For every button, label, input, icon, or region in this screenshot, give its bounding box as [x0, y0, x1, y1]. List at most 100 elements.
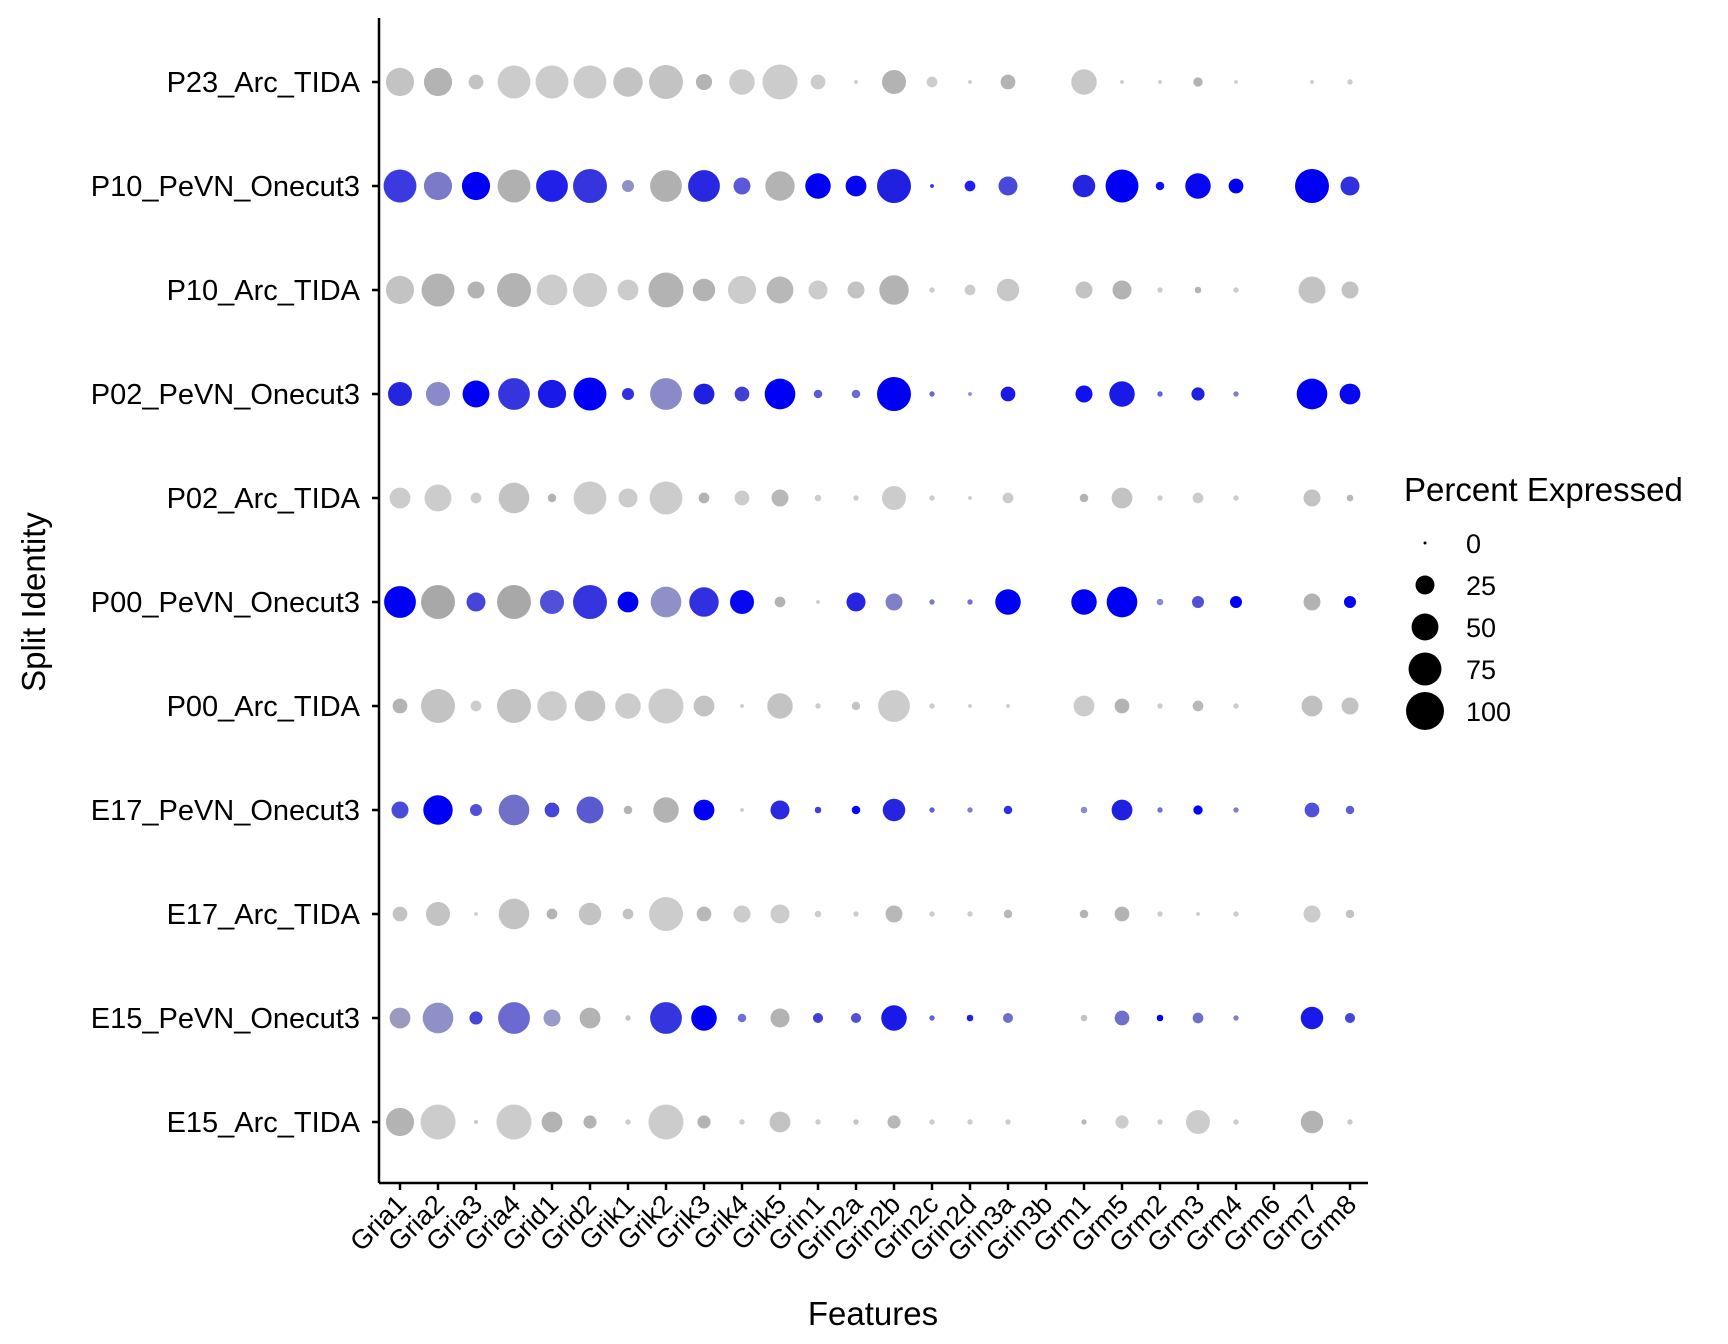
dot-E15_Arc_TIDA-Grik5	[769, 1111, 791, 1133]
dot-P02_PeVN_Onecut3-Grik5	[764, 378, 796, 410]
dot-P00_PeVN_Onecut3-Grm3	[1191, 595, 1205, 609]
dot-E17_Arc_TIDA-Gria3	[474, 912, 478, 916]
dot-P00_Arc_TIDA-Grm1	[1073, 695, 1095, 717]
dot-P10_Arc_TIDA-Gria2	[421, 273, 455, 307]
dot-P23_Arc_TIDA-Gria4	[497, 65, 531, 99]
dot-P23_Arc_TIDA-Grm8	[1347, 79, 1353, 85]
dot-E17_Arc_TIDA-Grin2a	[853, 911, 859, 917]
y-tick-label: E15_PeVN_Onecut3	[91, 1003, 360, 1035]
dot-P00_PeVN_Onecut3-Grin1	[816, 600, 820, 604]
dot-P23_Arc_TIDA-Grik3	[695, 73, 713, 91]
dot-P10_PeVN_Onecut3-Grin2a	[845, 175, 867, 197]
dot-P10_Arc_TIDA-Gria4	[497, 273, 531, 307]
dot-E15_PeVN_Onecut3-Gria1	[389, 1007, 411, 1029]
dot-E15_PeVN_Onecut3-Grm5	[1114, 1010, 1130, 1026]
dot-P02_Arc_TIDA-Grm2	[1157, 495, 1163, 501]
dot-P10_PeVN_Onecut3-Gria1	[383, 169, 417, 203]
dot-P23_Arc_TIDA-Gria1	[385, 67, 415, 97]
dot-P02_Arc_TIDA-Grin2c	[929, 495, 935, 501]
dot-P10_PeVN_Onecut3-Gria4	[497, 169, 531, 203]
dot-E17_PeVN_Onecut3-Grik3	[693, 799, 715, 821]
dot-P23_Arc_TIDA-Gria3	[468, 74, 484, 90]
legend-dot	[1415, 575, 1435, 595]
dot-P10_Arc_TIDA-Grm7	[1298, 276, 1326, 304]
y-tick-label: E17_PeVN_Onecut3	[91, 795, 360, 827]
dot-E17_PeVN_Onecut3-Grik1	[623, 805, 633, 815]
dot-P00_Arc_TIDA-Grik1	[615, 693, 641, 719]
dot-E17_PeVN_Onecut3-Grm7	[1304, 802, 1320, 818]
dot-P00_Arc_TIDA-Gria4	[497, 689, 531, 723]
dot-E17_Arc_TIDA-Grin1	[814, 910, 822, 918]
dot-E15_PeVN_Onecut3-Gria2	[422, 1002, 454, 1034]
dot-P02_Arc_TIDA-Grin2a	[853, 495, 859, 501]
dot-P00_Arc_TIDA-Grid2	[574, 690, 606, 722]
dot-E17_PeVN_Onecut3-Grid2	[576, 796, 604, 824]
dot-E15_PeVN_Onecut3-Grin1	[812, 1012, 824, 1024]
dot-E15_Arc_TIDA-Grik1	[625, 1119, 631, 1125]
dot-P00_PeVN_Onecut3-Gria2	[421, 585, 455, 619]
dot-P23_Arc_TIDA-Grm4	[1234, 80, 1238, 84]
dot-P00_Arc_TIDA-Grik4	[740, 704, 744, 708]
dot-E15_PeVN_Onecut3-Gria4	[498, 1002, 530, 1034]
dot-P00_Arc_TIDA-Grin1	[815, 703, 821, 709]
dot-P02_PeVN_Onecut3-Gria1	[387, 381, 413, 407]
dot-E17_PeVN_Onecut3-Grid1	[544, 802, 560, 818]
dot-E17_PeVN_Onecut3-Grin2a	[851, 805, 861, 815]
legend-dot	[1423, 541, 1427, 545]
dot-P23_Arc_TIDA-Grin1	[810, 74, 826, 90]
legend-dot	[1411, 613, 1439, 641]
dot-P02_Arc_TIDA-Grik5	[771, 489, 789, 507]
dot-E17_PeVN_Onecut3-Grin3a	[1003, 805, 1013, 815]
dot-P02_Arc_TIDA-Grm4	[1233, 495, 1239, 501]
dot-P23_Arc_TIDA-Grin2a	[854, 80, 858, 84]
dot-P23_Arc_TIDA-Grik2	[649, 65, 683, 99]
dot-E17_PeVN_Onecut3-Grm5	[1111, 799, 1133, 821]
dot-P02_Arc_TIDA-Grik1	[618, 488, 638, 508]
dot-P00_Arc_TIDA-Grin3a	[1006, 704, 1010, 708]
dot-P23_Arc_TIDA-Grid2	[573, 65, 607, 99]
dot-P10_Arc_TIDA-Grin1	[808, 280, 828, 300]
dot-P02_Arc_TIDA-Grin3a	[1002, 492, 1014, 504]
dot-E15_Arc_TIDA-Grik3	[697, 1115, 711, 1129]
x-tick-layer: Gria1Gria2Gria3Gria4Grid1Grid2Grik1Grik2…	[344, 1183, 1362, 1268]
dot-E17_Arc_TIDA-Grik5	[770, 904, 790, 924]
y-tick-label: P02_PeVN_Onecut3	[91, 379, 360, 411]
dot-P02_PeVN_Onecut3-Grik3	[693, 383, 715, 405]
dot-E15_Arc_TIDA-Grin3a	[1005, 1119, 1011, 1125]
dot-P00_Arc_TIDA-Grik2	[648, 688, 684, 724]
y-tick-label: E17_Arc_TIDA	[167, 899, 361, 931]
dot-E17_PeVN_Onecut3-Grin2c	[929, 807, 935, 813]
dot-E15_PeVN_Onecut3-Grid1	[543, 1009, 561, 1027]
dot-P00_PeVN_Onecut3-Gria4	[497, 585, 531, 619]
dot-E15_PeVN_Onecut3-Grin2d	[966, 1014, 974, 1022]
dot-E15_PeVN_Onecut3-Grin2a	[850, 1012, 862, 1024]
y-tick-label: P00_Arc_TIDA	[167, 691, 361, 723]
dot-P23_Arc_TIDA-Grik1	[613, 67, 643, 97]
dot-E15_Arc_TIDA-Grin1	[815, 1119, 821, 1125]
dot-E17_Arc_TIDA-Grik1	[622, 908, 634, 920]
dot-E15_Arc_TIDA-Grm4	[1233, 1119, 1239, 1125]
dot-P02_PeVN_Onecut3-Grm8	[1339, 383, 1361, 405]
dot-P00_Arc_TIDA-Gria2	[421, 689, 455, 723]
dot-P02_Arc_TIDA-Gria1	[389, 487, 411, 509]
dot-E17_Arc_TIDA-Grm8	[1345, 909, 1355, 919]
dot-P02_Arc_TIDA-Grin2b	[881, 485, 907, 511]
y-tick-label: E15_Arc_TIDA	[167, 1107, 361, 1139]
dot-P02_PeVN_Onecut3-Grm1	[1075, 385, 1093, 403]
dot-P00_PeVN_Onecut3-Gria3	[466, 592, 486, 612]
dot-P23_Arc_TIDA-Grin2d	[968, 80, 972, 84]
dot-E17_Arc_TIDA-Gria1	[392, 906, 408, 922]
dot-E17_Arc_TIDA-Gria4	[498, 898, 530, 930]
dot-P10_Arc_TIDA-Grm4	[1233, 287, 1239, 293]
dot-P00_PeVN_Onecut3-Grid1	[539, 589, 565, 615]
dot-P02_Arc_TIDA-Gria2	[424, 484, 452, 512]
dot-E15_PeVN_Onecut3-Grm1	[1080, 1014, 1088, 1022]
dot-P02_PeVN_Onecut3-Grin3a	[1000, 386, 1016, 402]
dot-P02_Arc_TIDA-Grin1	[814, 494, 822, 502]
dot-E15_PeVN_Onecut3-Grid2	[579, 1007, 601, 1029]
dot-E17_PeVN_Onecut3-Gria2	[423, 795, 453, 825]
dot-P02_Arc_TIDA-Grm3	[1192, 492, 1204, 504]
dot-P02_Arc_TIDA-Grm7	[1303, 489, 1321, 507]
dot-P10_Arc_TIDA-Grik2	[648, 272, 684, 308]
dot-P23_Arc_TIDA-Grm3	[1193, 77, 1203, 87]
